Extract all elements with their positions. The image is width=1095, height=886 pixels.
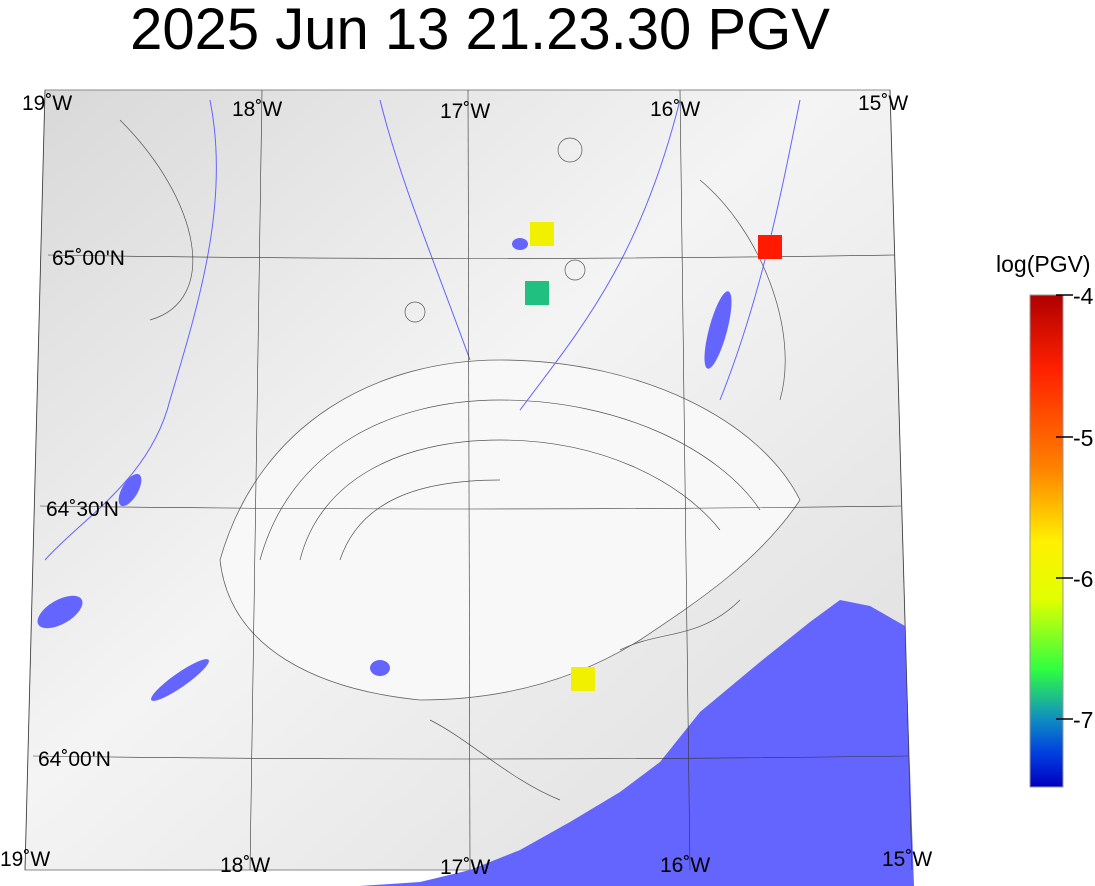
station-marker[interactable] [758, 235, 782, 259]
colorbar-label: log(PGV) [996, 251, 1091, 277]
station-marker[interactable] [571, 667, 595, 691]
colorbar [1029, 294, 1064, 788]
lon-label-bottom: 18˚W [220, 854, 270, 877]
lon-label-top: 17˚W [440, 100, 490, 123]
station-marker[interactable] [530, 222, 554, 246]
colorbar-tick-label: -4 [1073, 283, 1094, 309]
glacier [219, 359, 801, 701]
lon-label-bottom: 17˚W [440, 856, 490, 879]
station-marker[interactable] [525, 281, 549, 305]
lon-label-top: 16˚W [650, 98, 700, 121]
colorbar-tick-label: -5 [1073, 425, 1093, 451]
map-title: 2025 Jun 13 21.23.30 PGV [130, 0, 830, 62]
lon-label-bottom: 15˚W [882, 848, 932, 871]
lon-label-bottom: 16˚W [660, 854, 710, 877]
lat-label: 65˚00'N [52, 247, 125, 270]
colorbar-ticks [1056, 294, 1073, 720]
lon-label-bottom: 19˚W [0, 848, 50, 871]
colorbar-tick-label: -7 [1073, 707, 1093, 733]
colorbar-tick-label: -6 [1073, 566, 1093, 592]
contour-lines [119, 119, 786, 801]
lakes [37, 238, 732, 701]
lon-label-top: 18˚W [232, 98, 282, 121]
ocean [360, 600, 914, 886]
lon-label-top: 15˚W [858, 92, 908, 115]
lon-label-top: 19˚W [22, 92, 72, 115]
lat-label: 64˚30'N [46, 498, 119, 521]
lat-label: 64˚00'N [38, 748, 111, 771]
